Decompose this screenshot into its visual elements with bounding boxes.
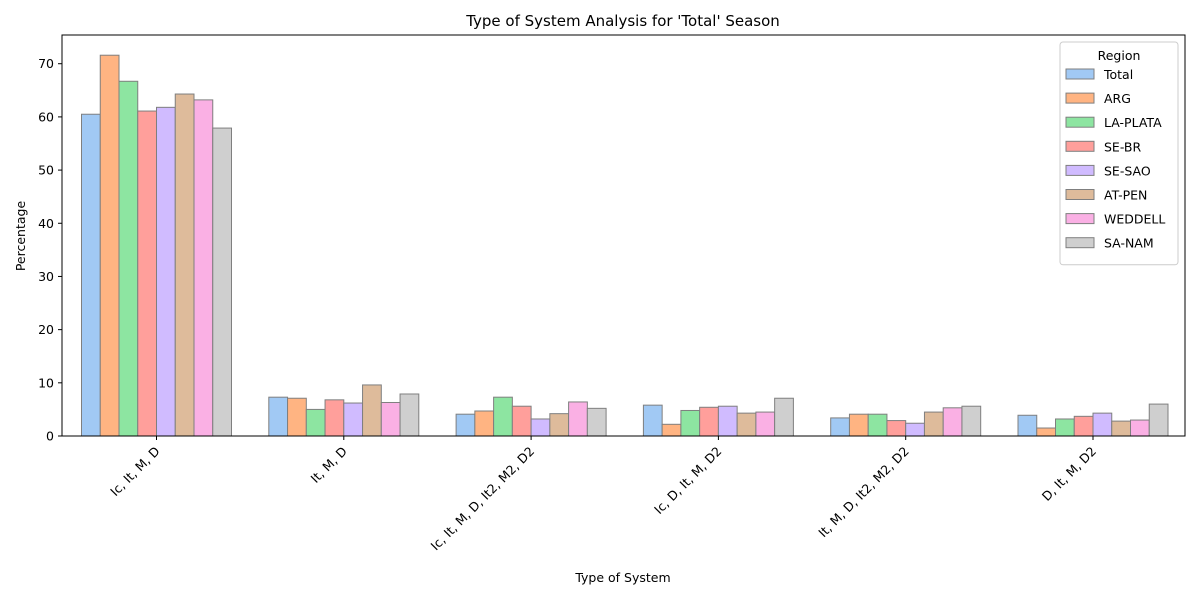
y-tick-label: 30 xyxy=(38,269,54,284)
plot-frame xyxy=(61,34,1186,437)
bar-se-sao-1 xyxy=(343,402,364,437)
bar-arg-2 xyxy=(474,410,495,437)
x-tick-label: Ic, D, It, M, D2 xyxy=(651,444,724,517)
bar-weddell-5 xyxy=(1130,419,1150,437)
x-tick-label: It, M, D, It2, M2, D2 xyxy=(815,444,912,541)
bar-weddell-0 xyxy=(193,99,214,437)
bar-total-4 xyxy=(830,417,850,437)
bar-sa-nam-1 xyxy=(399,393,420,437)
y-tick-label: 50 xyxy=(38,163,54,178)
bar-se-br-0 xyxy=(137,110,157,437)
bar-arg-5 xyxy=(1036,427,1056,437)
bar-weddell-4 xyxy=(942,407,963,437)
bar-sa-nam-2 xyxy=(586,407,607,437)
legend-swatch-at-pen xyxy=(1065,189,1095,200)
bar-se-br-4 xyxy=(886,420,907,437)
bars-layer xyxy=(81,54,1169,437)
bar-at-pen-4 xyxy=(923,411,944,437)
x-tick-label: D, It, M, D2 xyxy=(1039,444,1099,504)
chart-title: Type of System Analysis for 'Total' Seas… xyxy=(465,12,780,30)
bar-se-br-2 xyxy=(511,405,532,437)
bar-se-sao-4 xyxy=(905,422,925,437)
legend: Region Total ARG LA-PLATA SE-BR SE-SAO AT-PEN W… xyxy=(1059,41,1179,266)
bar-sa-nam-4 xyxy=(961,405,982,437)
bar-se-sao-5 xyxy=(1092,412,1113,437)
bar-arg-0 xyxy=(99,54,120,437)
y-tick-label: 70 xyxy=(38,56,54,71)
bar-weddell-1 xyxy=(380,401,401,437)
x-tick-label: Ic, It, M, D xyxy=(107,444,162,499)
bar-weddell-2 xyxy=(568,401,588,437)
bar-arg-3 xyxy=(661,423,682,437)
bar-la-plata-0 xyxy=(118,80,139,437)
y-tick-label: 10 xyxy=(38,375,54,390)
bar-at-pen-5 xyxy=(1111,420,1131,437)
legend-swatch-arg xyxy=(1065,92,1095,104)
bar-arg-4 xyxy=(848,413,869,437)
bar-at-pen-2 xyxy=(549,413,570,437)
y-tick-label: 60 xyxy=(38,109,54,124)
x-tick-label: Ic, It, M, D, It2, M2, D2 xyxy=(428,444,538,554)
bar-se-br-1 xyxy=(324,399,345,437)
bar-total-0 xyxy=(81,113,101,437)
x-axis-label: Type of System xyxy=(574,570,670,585)
legend-label-se-br: SE-BR xyxy=(1104,139,1141,154)
bar-se-br-3 xyxy=(699,406,719,437)
bar-sa-nam-5 xyxy=(1148,403,1169,437)
bar-total-2 xyxy=(455,413,476,437)
bar-at-pen-1 xyxy=(362,384,382,437)
legend-label-arg: ARG xyxy=(1104,91,1131,106)
bar-arg-1 xyxy=(287,397,307,437)
legend-label-la-plata: LA-PLATA xyxy=(1104,115,1162,130)
bar-la-plata-1 xyxy=(305,408,326,437)
y-axis-label: Percentage xyxy=(13,201,28,272)
bar-weddell-3 xyxy=(755,411,776,437)
bar-sa-nam-0 xyxy=(212,127,232,437)
x-tick-label: It, M, D xyxy=(308,444,350,486)
legend-label-weddell: WEDDELL xyxy=(1104,212,1165,227)
bar-at-pen-0 xyxy=(174,93,195,437)
bar-at-pen-3 xyxy=(736,412,757,437)
y-tick-label: 20 xyxy=(38,322,54,337)
bar-se-sao-0 xyxy=(156,106,176,437)
bar-total-5 xyxy=(1017,414,1038,437)
legend-swatch-se-sao xyxy=(1065,164,1095,176)
bar-la-plata-2 xyxy=(493,396,513,437)
bar-se-sao-2 xyxy=(530,418,551,437)
y-tick-label: 40 xyxy=(38,216,54,231)
y-tick-label: 0 xyxy=(46,429,54,444)
legend-swatch-total xyxy=(1065,68,1095,80)
legend-swatch-weddell xyxy=(1065,213,1095,225)
legend-swatch-sa-nam xyxy=(1065,237,1095,249)
bar-la-plata-4 xyxy=(867,413,888,437)
legend-label-total: Total xyxy=(1103,67,1133,82)
legend-title: Region xyxy=(1098,48,1141,63)
legend-swatch-la-plata xyxy=(1065,116,1095,128)
bar-se-br-5 xyxy=(1073,415,1094,437)
legend-label-sa-nam: SA-NAM xyxy=(1104,236,1154,251)
bar-sa-nam-3 xyxy=(774,397,794,437)
legend-swatch-se-br xyxy=(1065,140,1095,152)
bar-total-3 xyxy=(642,404,663,437)
bar-la-plata-3 xyxy=(680,409,701,437)
bar-total-1 xyxy=(268,396,289,437)
legend-label-at-pen: AT-PEN xyxy=(1104,188,1147,203)
legend-label-se-sao: SE-SAO xyxy=(1104,163,1151,178)
bar-se-sao-3 xyxy=(717,405,738,437)
bar-la-plata-5 xyxy=(1055,418,1075,437)
